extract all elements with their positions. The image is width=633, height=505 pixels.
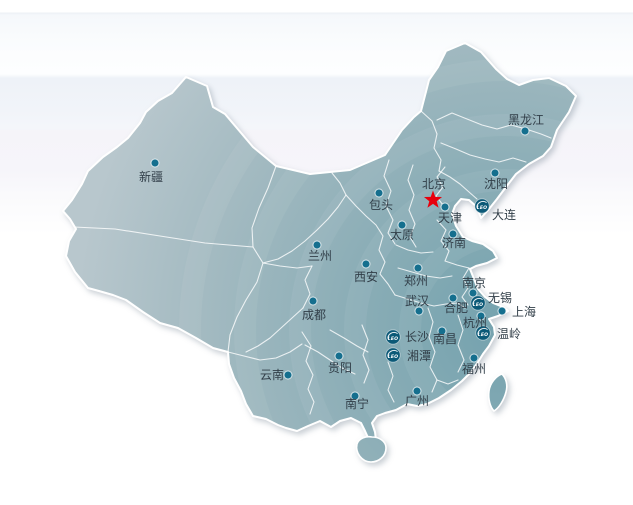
city-marker-tianjin[interactable] [440, 202, 450, 212]
leo-badge-swoosh-icon [472, 297, 483, 305]
city-marker-xian[interactable] [361, 259, 371, 269]
leo-badge-swoosh-icon [477, 327, 488, 335]
city-dot-icon [469, 353, 479, 363]
leo-badge-text: LEO [388, 336, 399, 342]
city-label-heilongjiang: 黑龙江 [508, 113, 544, 127]
city-label-changsha: 长沙 [405, 330, 429, 344]
city-marker-jinan[interactable] [448, 229, 458, 239]
city-dot-icon [150, 158, 160, 168]
city-marker-shanghai[interactable] [497, 306, 507, 316]
hainan-island [355, 435, 387, 463]
taiwan-island [487, 373, 508, 413]
city-marker-yunnan[interactable] [283, 370, 293, 380]
city-label-guiyang: 贵阳 [328, 361, 352, 375]
city-marker-taiyuan[interactable] [397, 220, 407, 230]
city-dot-icon [448, 229, 458, 239]
capital-star-icon [423, 190, 443, 208]
city-marker-heilongjiang[interactable] [520, 126, 530, 136]
city-dot-icon [476, 311, 486, 321]
city-marker-hangzhou[interactable] [476, 311, 486, 321]
city-label-nanjing: 南京 [462, 275, 486, 290]
city-dot-icon [374, 188, 384, 198]
city-dot-icon [520, 126, 530, 136]
city-dot-icon [350, 391, 360, 401]
leo-badge-text: LEO [388, 354, 399, 360]
city-label-tianjin: 天津 [438, 211, 462, 225]
city-marker-wuhan[interactable] [414, 306, 424, 316]
city-marker-guiyang[interactable] [334, 351, 344, 361]
city-marker-baotou[interactable] [374, 188, 384, 198]
leo-badge-swoosh-icon [476, 200, 487, 208]
city-dot-icon [490, 168, 500, 178]
city-marker-chengdu[interactable] [308, 296, 318, 306]
city-label-hangzhou: 杭州 [463, 315, 487, 330]
city-label-fuzhou: 福州 [462, 361, 486, 376]
city-label-dalian: 大连 [492, 207, 516, 222]
city-dot-icon [312, 240, 322, 250]
city-marker-lanzhou[interactable] [312, 240, 322, 250]
city-marker-beijing[interactable] [423, 190, 443, 208]
leo-badge-text: LEO [473, 302, 484, 308]
city-markers-layer: LEO LEO LEO LEO LEO [150, 126, 530, 401]
city-label-zhengzhou: 郑州 [404, 273, 428, 288]
city-dot-icon [437, 326, 447, 336]
city-marker-fuzhou[interactable] [469, 353, 479, 363]
china-landmass [62, 42, 577, 463]
city-marker-wenling[interactable]: LEO [475, 325, 491, 341]
city-marker-zhengzhou[interactable] [413, 263, 423, 273]
city-marker-changsha[interactable]: LEO [385, 329, 401, 345]
city-dot-icon [468, 288, 478, 298]
city-marker-wuxi[interactable]: LEO [470, 295, 486, 311]
city-label-nanning: 南宁 [345, 396, 369, 411]
city-marker-nanjing[interactable] [468, 288, 478, 298]
city-dot-icon [283, 370, 293, 380]
city-label-nanchang: 南昌 [433, 331, 457, 346]
city-label-taiyuan: 太原 [390, 227, 414, 242]
city-label-shenyang: 沈阳 [484, 176, 508, 191]
province-borders [73, 110, 552, 415]
city-dot-icon [497, 306, 507, 316]
city-dot-icon [334, 351, 344, 361]
city-label-lanzhou: 兰州 [308, 249, 332, 263]
city-label-xiangtan: 湘潭 [407, 348, 431, 363]
leo-badge-swoosh-icon [387, 349, 398, 357]
city-label-hefei: 合肥 [444, 300, 468, 315]
city-label-guangzhou: 广州 [405, 394, 429, 408]
city-label-jinan: 济南 [442, 235, 466, 250]
city-label-beijing: 北京 [422, 177, 446, 191]
city-marker-hefei[interactable] [448, 293, 458, 303]
city-label-wuxi: 无锡 [488, 290, 512, 305]
city-marker-xiangtan[interactable]: LEO [385, 347, 401, 363]
city-label-shanghai: 上海 [512, 304, 536, 319]
city-label-wuhan: 武汉 [405, 294, 429, 308]
city-label-wenling: 温岭 [497, 327, 521, 341]
city-dot-icon [414, 306, 424, 316]
city-label-xinjiang: 新疆 [139, 169, 163, 184]
city-dot-icon [397, 220, 407, 230]
city-label-chengdu: 成都 [302, 308, 326, 322]
city-marker-nanchang[interactable] [437, 326, 447, 336]
city-marker-guangzhou[interactable] [412, 386, 422, 396]
city-dot-icon [440, 202, 450, 212]
leo-badge-swoosh-icon [387, 331, 398, 339]
city-dot-icon [361, 259, 371, 269]
city-dot-icon [412, 386, 422, 396]
city-dot-icon [308, 296, 318, 306]
city-marker-dalian[interactable]: LEO [474, 198, 490, 214]
city-dot-icon [413, 263, 423, 273]
city-dot-icon [448, 293, 458, 303]
city-label-xian: 西安 [354, 269, 378, 284]
city-marker-shenyang[interactable] [490, 168, 500, 178]
city-marker-xinjiang[interactable] [150, 158, 160, 168]
city-marker-nanning[interactable] [350, 391, 360, 401]
city-label-baotou: 包头 [369, 198, 393, 212]
city-label-yunnan: 云南 [260, 367, 284, 382]
leo-badge-text: LEO [478, 332, 489, 338]
leo-badge-text: LEO [477, 205, 488, 211]
